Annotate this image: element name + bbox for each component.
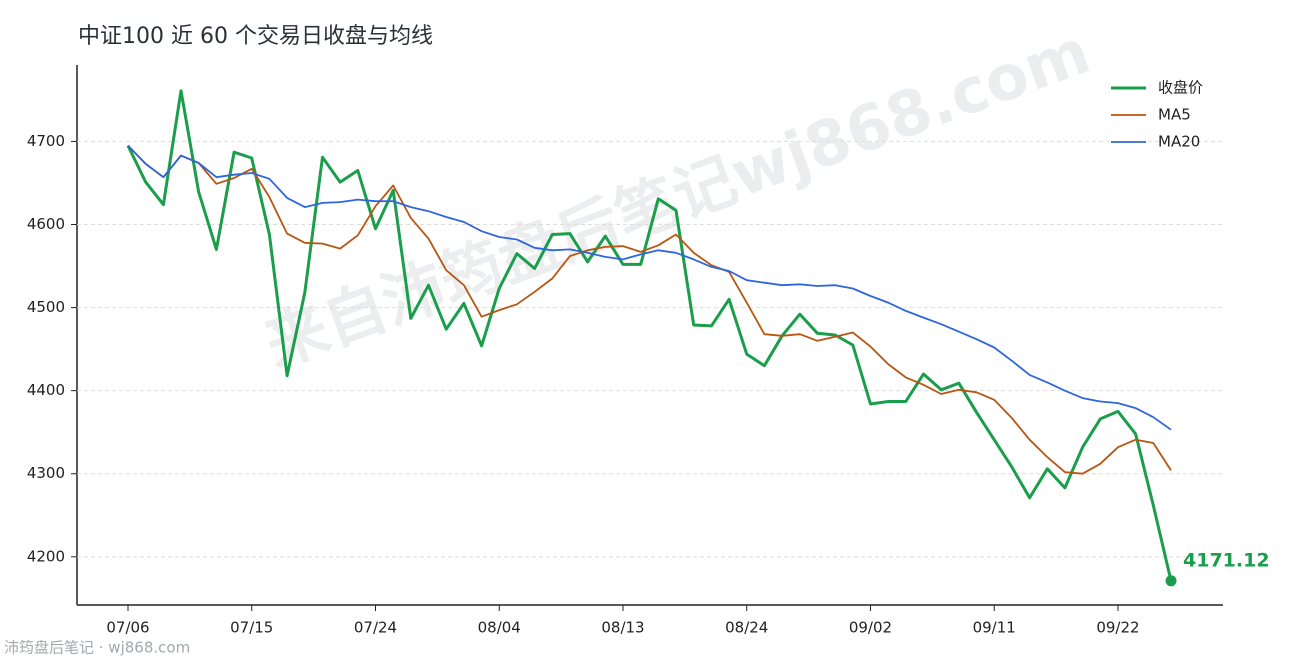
x-tick-label: 07/06 <box>106 619 149 637</box>
y-tick-label: 4300 <box>27 464 65 482</box>
last-value-label: 4171.12 <box>1183 549 1270 571</box>
series-line <box>127 144 1172 475</box>
y-tick-label: 4600 <box>27 215 65 233</box>
y-tick-label: 4200 <box>27 547 65 565</box>
legend-label: 收盘价 <box>1158 79 1203 97</box>
series-line <box>126 89 1173 582</box>
legend-label: MA5 <box>1158 106 1191 124</box>
x-tick-label: 08/13 <box>601 619 644 637</box>
series-line <box>127 144 1172 431</box>
x-tick-label: 09/02 <box>849 619 892 637</box>
x-tick-label: 07/15 <box>230 619 273 637</box>
x-tick-label: 08/24 <box>725 619 768 637</box>
y-tick-label: 4500 <box>27 298 65 316</box>
y-tick-label: 4400 <box>27 381 65 399</box>
x-tick-label: 09/11 <box>973 619 1016 637</box>
last-point <box>1165 575 1177 587</box>
y-tick-label: 4700 <box>27 132 65 150</box>
legend-label: MA20 <box>1158 133 1200 151</box>
x-tick-label: 07/24 <box>354 619 397 637</box>
x-tick-label: 09/22 <box>1096 619 1139 637</box>
x-tick-label: 08/04 <box>478 619 521 637</box>
footer: 沛筠盘后笔记 · wj868.com <box>4 639 190 657</box>
chart-title: 中证100 近 60 个交易日收盘与均线 <box>78 24 433 49</box>
